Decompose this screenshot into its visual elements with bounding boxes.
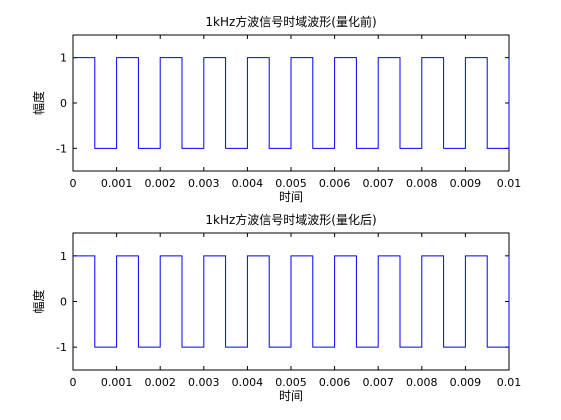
y-tick-label: 1 bbox=[60, 52, 67, 65]
y-tick-label: 0 bbox=[60, 97, 67, 110]
top-subplot: 1kHz方波信号时域波形(量化前) 0 0.001 0.002 0.003 0.004 0.… bbox=[31, 14, 521, 204]
x-axis-label: 时间 bbox=[279, 389, 303, 403]
x-tick-label: 0.005 bbox=[275, 177, 307, 190]
x-tick-label: 0.01 bbox=[497, 376, 522, 389]
x-tick-label: 0.004 bbox=[232, 376, 264, 389]
bottom-subplot: 1kHz方波信号时域波形(量化后) 0 0.001 0.002 0.003 0.004 0.… bbox=[31, 212, 521, 403]
chart-title: 1kHz方波信号时域波形(量化后) bbox=[205, 212, 376, 227]
y-tick-label: -1 bbox=[56, 341, 67, 354]
x-tick-label: 0.003 bbox=[188, 376, 220, 389]
x-tick-label: 0.008 bbox=[406, 376, 438, 389]
x-tick-label: 0 bbox=[70, 376, 77, 389]
square-wave-line bbox=[73, 255, 510, 348]
x-tick-label: 0.004 bbox=[232, 177, 264, 190]
y-tick-label: -1 bbox=[56, 142, 67, 155]
x-tick-label: 0.008 bbox=[406, 177, 438, 190]
x-tick-label: 0.001 bbox=[101, 177, 133, 190]
x-tick-label: 0.002 bbox=[144, 177, 176, 190]
x-tick-label: 0.01 bbox=[497, 177, 522, 190]
x-tick-label: 0.005 bbox=[275, 376, 307, 389]
square-wave-line bbox=[73, 57, 510, 149]
x-tick-label: 0.007 bbox=[362, 177, 394, 190]
y-axis-label: 幅度 bbox=[31, 289, 46, 313]
x-tick-label: 0.009 bbox=[450, 376, 482, 389]
y-tick-label: 0 bbox=[60, 296, 67, 309]
x-axis-label: 时间 bbox=[279, 190, 303, 204]
x-tick-label: 0.009 bbox=[450, 177, 482, 190]
x-tick-label: 0.006 bbox=[319, 376, 351, 389]
y-tick-label: 1 bbox=[60, 250, 67, 263]
chart-title: 1kHz方波信号时域波形(量化前) bbox=[205, 14, 376, 29]
x-tick-label: 0.007 bbox=[362, 376, 394, 389]
x-tick-label: 0.002 bbox=[144, 376, 176, 389]
x-tick-label: 0 bbox=[70, 177, 77, 190]
y-axis-label: 幅度 bbox=[31, 91, 46, 115]
x-tick-label: 0.006 bbox=[319, 177, 351, 190]
x-tick-label: 0.001 bbox=[101, 376, 133, 389]
x-tick-label: 0.003 bbox=[188, 177, 220, 190]
